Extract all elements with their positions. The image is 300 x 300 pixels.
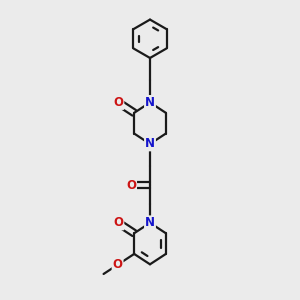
Text: N: N bbox=[145, 216, 155, 230]
Text: N: N bbox=[145, 137, 155, 150]
Text: O: O bbox=[112, 258, 123, 271]
Text: O: O bbox=[126, 178, 136, 192]
Text: N: N bbox=[145, 96, 155, 109]
Text: O: O bbox=[113, 96, 123, 109]
Text: O: O bbox=[113, 216, 123, 230]
